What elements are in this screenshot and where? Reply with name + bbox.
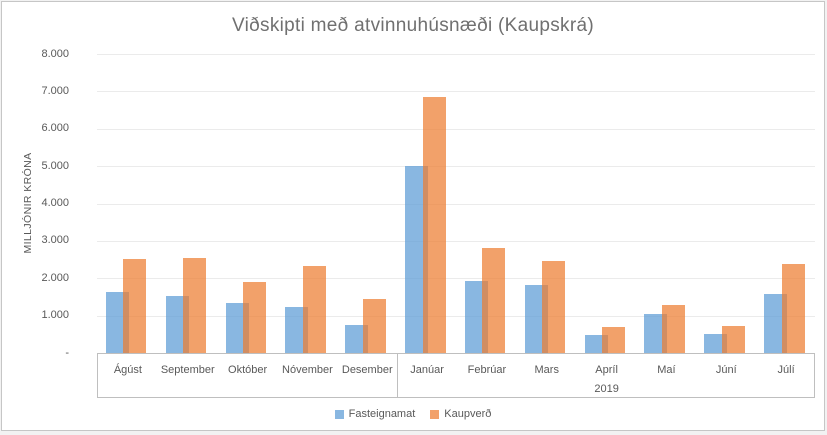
category-label: Febrúar <box>467 364 507 376</box>
bar-fasteignamat <box>584 334 608 353</box>
chart-title: Viðskipti með atvinnuhúsnæði (Kaupskrá) <box>232 15 594 36</box>
bar-fasteignamat <box>464 280 488 353</box>
legend-item: Fasteignamat <box>334 408 416 420</box>
y-tick-label: - <box>65 346 69 359</box>
gridline <box>97 315 815 317</box>
bar-kaupverd <box>542 260 566 353</box>
bar-fasteignamat <box>165 296 189 353</box>
y-tick-label: 3.000 <box>41 234 69 247</box>
category-label: Ágúst <box>113 364 142 376</box>
gridline <box>97 240 815 242</box>
gridline <box>97 166 815 168</box>
bar-kaupverd <box>302 266 326 353</box>
bar-fasteignamat <box>285 307 309 353</box>
bar-kaupverd <box>243 282 267 353</box>
legend-item: Kaupverð <box>430 408 491 420</box>
y-tick-label: 6.000 <box>41 122 69 135</box>
bar-fasteignamat <box>105 291 129 353</box>
bar-kaupverd <box>123 259 147 353</box>
y-tick-label: 7.000 <box>41 84 69 97</box>
plot-area <box>97 54 815 353</box>
y-tick-label: 4.000 <box>41 197 69 209</box>
bar-kaupverd <box>422 96 446 353</box>
bar-fasteignamat <box>524 284 548 353</box>
category-label: Desember <box>341 364 393 376</box>
category-label: Júní <box>715 364 737 376</box>
gridline <box>97 278 815 280</box>
gridline <box>97 91 815 93</box>
y-tick-label: 5.000 <box>41 159 69 172</box>
gridline <box>97 54 815 55</box>
category-label: Október <box>228 364 268 376</box>
category-label: Mars <box>534 364 559 376</box>
legend-swatch <box>334 409 344 419</box>
legend-label: Kaupverð <box>444 408 492 420</box>
y-tick-label: 1.000 <box>41 309 69 322</box>
category-label: September <box>160 364 215 376</box>
category-axis: Ágúst September Október Nóvember Desember Jan… <box>97 353 815 398</box>
category-label: Júlí <box>777 364 795 376</box>
gridline <box>97 128 815 130</box>
bar-kaupverd <box>362 299 386 353</box>
bar-fasteignamat <box>405 165 429 353</box>
y-tick-label: 2.000 <box>41 271 69 284</box>
bar-kaupverd <box>183 258 207 353</box>
gridline <box>97 203 815 205</box>
y-axis-ticks: - 1.000 2.000 3.000 4.000 5.000 6.000 7.000 8.00… <box>2 48 69 359</box>
y-tick-label: 8.000 <box>41 47 69 60</box>
bar-fasteignamat <box>764 293 788 353</box>
category-label: Nóvember <box>282 364 333 376</box>
bar-kaupverd <box>482 248 506 353</box>
bar-kaupverd <box>781 264 805 353</box>
category-label: Janúar <box>410 364 444 376</box>
group-divider-line <box>397 354 399 397</box>
year-label: 2019 <box>594 383 619 395</box>
bar-fasteignamat <box>644 313 668 353</box>
legend: Fasteignamat Kaupverð <box>2 408 824 420</box>
bar-fasteignamat <box>225 303 249 353</box>
bar-kaupverd <box>661 304 685 353</box>
legend-swatch <box>430 409 440 419</box>
legend-label: Fasteignamat <box>348 408 416 420</box>
category-label: Maí <box>657 364 676 376</box>
bar-fasteignamat <box>704 333 728 353</box>
bar-fasteignamat <box>345 325 369 353</box>
category-label: Apríl <box>595 364 618 376</box>
bar-kaupverd <box>721 326 745 353</box>
bar-kaupverd <box>602 327 626 353</box>
